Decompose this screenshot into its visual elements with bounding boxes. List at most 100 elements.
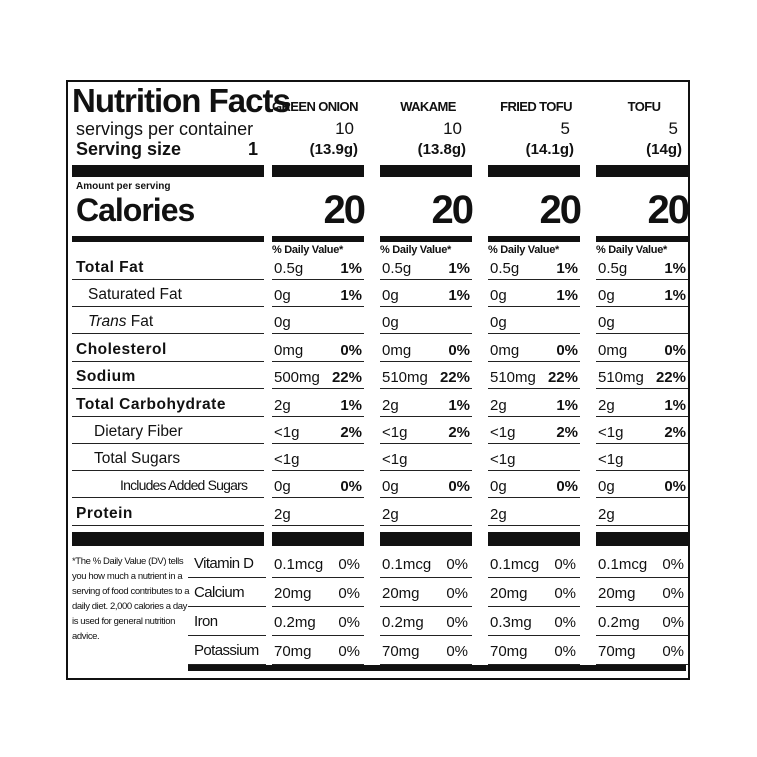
vitamin-daily-value: 0% bbox=[554, 614, 576, 631]
nutrient-amount: 510mg bbox=[598, 369, 644, 386]
row-divider bbox=[380, 279, 472, 280]
row-divider bbox=[488, 470, 580, 471]
row-divider bbox=[380, 497, 472, 498]
nutrient-amount: 0g bbox=[274, 478, 291, 495]
vitamin-amount: 0.2mg bbox=[274, 614, 316, 631]
row-divider bbox=[380, 333, 472, 334]
row-divider bbox=[72, 361, 264, 362]
nutrient-daily-value: 2% bbox=[340, 424, 362, 441]
row-divider bbox=[596, 361, 688, 362]
row-divider bbox=[380, 525, 472, 526]
amount-per-serving-label: Amount per serving bbox=[76, 181, 171, 192]
vitamin-daily-value: 0% bbox=[338, 585, 360, 602]
thick-divider bbox=[272, 165, 364, 177]
nutrient-label: Total Carbohydrate bbox=[76, 396, 226, 413]
column-name: WAKAME bbox=[400, 99, 456, 114]
column-name: FRIED TOFU bbox=[500, 99, 572, 114]
vitamin-daily-value: 0% bbox=[554, 585, 576, 602]
nutrient-amount: 2g bbox=[382, 397, 399, 414]
row-divider bbox=[380, 470, 472, 471]
medium-divider bbox=[380, 236, 472, 242]
column-serving-size: (14g) bbox=[646, 141, 682, 158]
nutrient-daily-value: 1% bbox=[664, 260, 686, 277]
row-divider bbox=[272, 361, 364, 362]
nutrient-amount: 0g bbox=[382, 314, 399, 331]
vitamin-amount: 70mg bbox=[490, 643, 528, 660]
row-divider bbox=[380, 606, 472, 607]
nutrient-amount: 0g bbox=[598, 314, 615, 331]
nutrient-daily-value: 22% bbox=[655, 369, 686, 386]
column-serving-size: (13.8g) bbox=[417, 141, 466, 158]
row-divider bbox=[188, 577, 266, 578]
row-divider bbox=[488, 388, 580, 389]
vitamin-daily-value: 0% bbox=[446, 643, 468, 660]
row-divider bbox=[272, 333, 364, 334]
row-divider bbox=[380, 443, 472, 444]
nutrient-amount: 500mg bbox=[274, 369, 320, 386]
row-divider bbox=[488, 577, 580, 578]
column-name: GREEN ONION bbox=[272, 99, 358, 114]
row-divider bbox=[488, 279, 580, 280]
row-divider bbox=[380, 306, 472, 307]
row-divider bbox=[380, 635, 472, 636]
nutrient-amount: 0mg bbox=[490, 342, 520, 359]
nutrient-amount: <1g bbox=[598, 451, 624, 468]
row-divider bbox=[488, 306, 580, 307]
row-divider bbox=[188, 664, 266, 665]
nutrient-daily-value: 22% bbox=[547, 369, 578, 386]
nutrient-label: Saturated Fat bbox=[88, 286, 182, 303]
nutrient-amount: 2g bbox=[274, 506, 291, 523]
nutrient-daily-value: 1% bbox=[340, 397, 362, 414]
nutrient-amount: 0g bbox=[274, 314, 291, 331]
column-name: TOFU bbox=[627, 99, 661, 114]
row-divider bbox=[596, 333, 688, 334]
row-divider bbox=[596, 388, 688, 389]
daily-value-footnote: *The % Daily Value (DV) tells you how mu… bbox=[72, 556, 190, 642]
vitamin-daily-value: 0% bbox=[338, 643, 360, 660]
vitamin-amount: 20mg bbox=[274, 585, 312, 602]
nutrient-daily-value: 0% bbox=[556, 478, 578, 495]
nutrient-amount: 0.5g bbox=[382, 260, 412, 277]
thick-divider bbox=[488, 532, 580, 546]
nutrient-daily-value: 1% bbox=[556, 260, 578, 277]
nutrient-label: Protein bbox=[76, 505, 133, 522]
nutrient-amount: 0.5g bbox=[598, 260, 628, 277]
column-servings: 10 bbox=[443, 119, 462, 138]
column-calories: 20 bbox=[539, 188, 583, 232]
bottom-divider bbox=[188, 665, 686, 671]
vitamin-amount: 20mg bbox=[598, 585, 636, 602]
nutrient-amount: <1g bbox=[274, 451, 300, 468]
nutrient-label: Sodium bbox=[76, 368, 136, 385]
row-divider bbox=[272, 635, 364, 636]
serving-size-count: 1 bbox=[248, 139, 259, 159]
row-divider bbox=[380, 388, 472, 389]
nutrient-daily-value: 1% bbox=[664, 397, 686, 414]
column-calories: 20 bbox=[431, 188, 475, 232]
nutrient-amount: 2g bbox=[490, 506, 507, 523]
vitamin-amount: 70mg bbox=[382, 643, 420, 660]
row-divider bbox=[380, 664, 472, 665]
nutrient-amount: 510mg bbox=[382, 369, 428, 386]
nutrient-daily-value: 1% bbox=[448, 397, 470, 414]
row-divider bbox=[380, 361, 472, 362]
thick-divider bbox=[488, 165, 580, 177]
nutrient-daily-value: 1% bbox=[664, 287, 686, 304]
row-divider bbox=[72, 333, 264, 334]
medium-divider bbox=[272, 236, 364, 242]
nutrient-amount: 0mg bbox=[382, 342, 412, 359]
vitamin-label: Iron bbox=[194, 613, 218, 630]
nutrient-amount: 0g bbox=[490, 287, 507, 304]
nutrient-amount: <1g bbox=[382, 451, 408, 468]
nutrient-daily-value: 1% bbox=[448, 287, 470, 304]
thick-divider bbox=[272, 532, 364, 546]
thick-divider bbox=[596, 532, 688, 546]
thick-divider bbox=[72, 165, 264, 177]
nutrient-amount: 0g bbox=[490, 478, 507, 495]
row-divider bbox=[488, 361, 580, 362]
nutrient-daily-value: 0% bbox=[664, 342, 686, 359]
nutrient-daily-value: 0% bbox=[340, 342, 362, 359]
vitamin-daily-value: 0% bbox=[662, 614, 684, 631]
row-divider bbox=[72, 470, 264, 471]
column-calories: 20 bbox=[323, 188, 367, 232]
vitamin-amount: 20mg bbox=[490, 585, 528, 602]
